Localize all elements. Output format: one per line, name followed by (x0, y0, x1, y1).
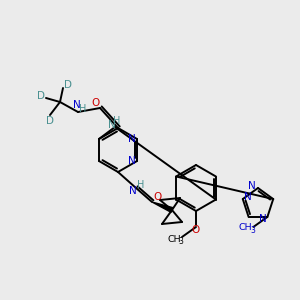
Text: N: N (244, 192, 252, 202)
Text: 3: 3 (178, 238, 183, 247)
Text: N: N (108, 120, 116, 130)
Polygon shape (152, 202, 173, 212)
Text: N: N (73, 100, 81, 110)
Text: H: H (113, 116, 121, 126)
Text: CH: CH (167, 235, 181, 244)
Text: D: D (64, 80, 72, 90)
Text: N: N (248, 181, 256, 191)
Text: N: N (128, 156, 136, 166)
Text: CH: CH (238, 224, 252, 232)
Text: H: H (79, 104, 87, 114)
Text: N: N (259, 214, 266, 224)
Text: O: O (91, 98, 99, 108)
Text: D: D (46, 116, 54, 126)
Text: N: N (128, 134, 136, 144)
Text: O: O (192, 225, 200, 235)
Text: D: D (37, 91, 45, 101)
Text: 3: 3 (250, 226, 255, 236)
Text: N: N (129, 186, 137, 196)
Text: O: O (153, 192, 161, 202)
Text: H: H (137, 180, 145, 190)
